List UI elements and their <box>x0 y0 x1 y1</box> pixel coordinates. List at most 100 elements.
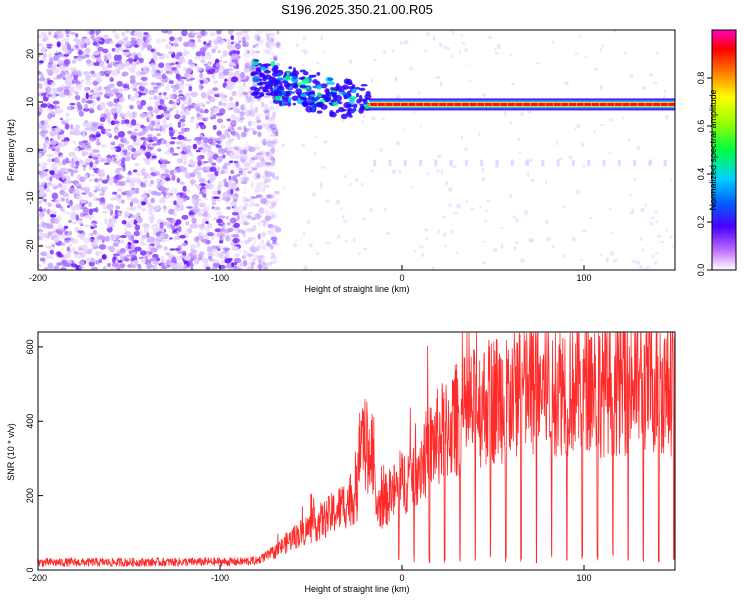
noise-blob <box>227 126 232 131</box>
noise-blob <box>198 83 204 91</box>
noise-blob <box>171 230 178 234</box>
tone-peak <box>538 102 546 106</box>
noise-blob <box>154 204 162 210</box>
noise-blob <box>265 171 273 178</box>
noise-blob <box>230 169 235 175</box>
noise-blob <box>256 119 262 124</box>
noise-blob <box>46 245 55 251</box>
signal-blob <box>255 67 262 72</box>
sparse-noise-blob <box>650 216 656 219</box>
noise-blob <box>271 214 275 219</box>
noise-blob <box>136 38 141 42</box>
noise-blob <box>161 73 167 80</box>
noise-blob <box>46 46 53 49</box>
noise-blob <box>253 33 260 39</box>
noise-blob <box>46 208 51 215</box>
noise-blob <box>238 263 242 268</box>
noise-blob <box>256 125 263 130</box>
noise-blob <box>230 188 234 195</box>
noise-blob <box>265 262 274 266</box>
noise-blob <box>262 221 267 228</box>
noise-blob <box>240 157 246 164</box>
noise-blob <box>171 257 177 264</box>
noise-blob <box>73 203 81 211</box>
signal-blob <box>288 66 293 70</box>
noise-blob <box>241 104 248 109</box>
noise-blob <box>44 267 49 270</box>
noise-blob <box>256 113 264 118</box>
signal-blob <box>278 100 282 107</box>
noise-blob <box>136 204 142 210</box>
noise-blob <box>269 57 273 61</box>
noise-blob <box>260 101 265 108</box>
sparse-noise-blob <box>315 135 318 138</box>
noise-blob <box>169 93 176 100</box>
noise-blob <box>233 71 240 77</box>
noise-blob <box>247 120 253 127</box>
noise-blob <box>174 43 179 47</box>
noise-blob <box>197 102 205 106</box>
noise-blob <box>69 161 76 167</box>
noise-blob <box>52 100 60 105</box>
noise-blob <box>229 145 235 150</box>
noise-blob <box>189 179 196 185</box>
noise-blob <box>229 160 234 164</box>
signal-blob <box>351 88 357 94</box>
sparse-noise-blob <box>599 47 603 53</box>
noise-blob <box>259 181 265 187</box>
noise-blob <box>90 266 99 270</box>
noise-blob <box>98 85 102 91</box>
sparse-noise-blob <box>371 169 374 173</box>
sparse-noise-blob <box>561 205 566 209</box>
noise-blob <box>269 244 274 250</box>
noise-blob <box>94 178 99 183</box>
noise-blob <box>179 181 185 185</box>
noise-blob <box>161 30 169 34</box>
noise-blob <box>60 208 65 212</box>
noise-blob <box>64 253 72 259</box>
sparse-noise-blob <box>455 251 458 255</box>
noise-blob <box>160 175 167 179</box>
noise-blob <box>267 134 273 137</box>
noise-blob <box>232 233 240 238</box>
sparse-noise-blob <box>552 40 555 44</box>
noise-blob <box>246 37 250 41</box>
noise-blob <box>244 141 250 149</box>
noise-blob <box>271 214 279 219</box>
noise-blob <box>168 107 174 112</box>
noise-blob <box>254 142 260 148</box>
noise-blob <box>267 163 275 167</box>
noise-blob <box>125 179 131 183</box>
noise-blob <box>257 132 263 137</box>
signal-blob <box>281 80 289 84</box>
noise-blob <box>93 93 101 99</box>
noise-blob <box>55 30 62 35</box>
noise-blob <box>250 195 255 200</box>
noise-blob <box>58 205 64 209</box>
noise-blob <box>100 144 107 149</box>
noise-blob <box>217 50 221 54</box>
noise-blob <box>50 184 56 188</box>
sparse-noise-blob <box>646 265 650 269</box>
sparse-noise-blob <box>419 245 424 249</box>
sparse-noise-blob <box>339 207 344 210</box>
tone-peak <box>622 102 630 106</box>
noise-blob <box>40 198 44 202</box>
noise-blob <box>156 244 163 249</box>
noise-blob <box>47 90 51 94</box>
noise-blob <box>216 30 222 35</box>
noise-blob <box>195 122 200 129</box>
noise-blob <box>68 243 73 247</box>
sparse-noise-blob <box>524 160 527 166</box>
noise-blob <box>59 189 65 196</box>
noise-blob <box>263 180 270 184</box>
noise-blob <box>217 190 221 195</box>
noise-blob <box>56 262 62 266</box>
sparse-noise-blob <box>419 124 422 128</box>
noise-blob <box>190 91 198 98</box>
noise-blob <box>121 147 127 151</box>
noise-blob <box>84 120 89 124</box>
sparse-noise-blob <box>641 85 647 91</box>
noise-blob <box>111 262 119 268</box>
noise-blob <box>109 209 114 216</box>
